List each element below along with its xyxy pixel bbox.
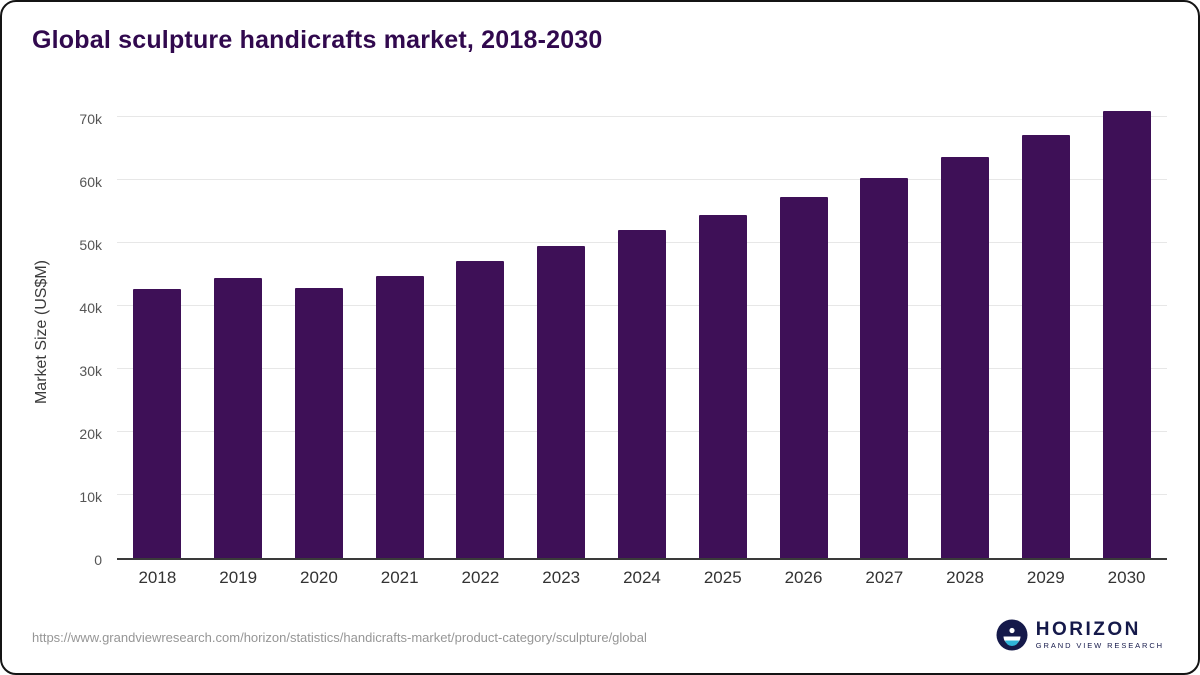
- bar-2026: [779, 197, 828, 558]
- bar-slot: [1005, 102, 1086, 558]
- chart-title: Global sculpture handicrafts market, 201…: [32, 26, 603, 54]
- logo-tagline: GRAND VIEW RESEARCH: [1035, 641, 1164, 651]
- bar-slot: [1086, 102, 1167, 558]
- x-axis-label: 2021: [380, 568, 419, 587]
- bar-2029: [1021, 135, 1070, 558]
- bar-slot: [198, 102, 279, 558]
- bar-series: [117, 102, 1167, 558]
- bar-2022: [456, 261, 505, 558]
- bar-2019: [214, 277, 263, 558]
- brand-logo: HORIZON GRAND VIEW RESEARCH: [996, 619, 1164, 651]
- bar-2030: [1102, 110, 1151, 558]
- y-tick-label: 0: [94, 552, 102, 568]
- bar-slot: [763, 102, 844, 558]
- bar-2021: [375, 275, 424, 558]
- x-axis-label: 2026: [784, 568, 823, 587]
- x-axis-label: 2024: [623, 568, 661, 587]
- x-axis-label: 2020: [300, 568, 338, 587]
- bar-slot: [844, 102, 925, 558]
- logo-name: HORIZON: [1035, 619, 1141, 641]
- x-axis-label: 2029: [1026, 568, 1065, 587]
- y-tick-label: 40k: [79, 300, 102, 316]
- bar-2025: [698, 214, 747, 558]
- x-axis-label: 2019: [219, 568, 258, 587]
- x-axis-labels: 2018 2019 2020 2021 2022 2023 2024 2025 2026 2027…: [117, 568, 1167, 588]
- bar-slot: [521, 102, 602, 558]
- bar-2023: [537, 246, 586, 558]
- horizon-logo-icon: [996, 619, 1028, 651]
- y-tick-label: 70k: [79, 111, 102, 127]
- x-axis-label: 2027: [865, 568, 904, 587]
- gridline: [117, 179, 1167, 180]
- y-tick-label: 20k: [79, 426, 102, 442]
- x-axis-label: 2018: [138, 568, 177, 587]
- x-axis-label: 2023: [542, 568, 581, 587]
- bar-slot: [602, 102, 683, 558]
- bar-2020: [294, 287, 343, 558]
- bar-2024: [617, 230, 666, 558]
- bar-slot: [440, 102, 521, 558]
- plot-area: [117, 102, 1167, 560]
- bar-slot: [279, 102, 360, 558]
- bar-slot: [117, 102, 198, 558]
- logo-text: HORIZON GRAND VIEW RESEARCH: [1036, 620, 1164, 650]
- bar-2027: [860, 178, 909, 558]
- y-tick-label: 50k: [79, 237, 102, 253]
- bar-2018: [133, 289, 182, 558]
- gridline: [117, 116, 1167, 117]
- source-url: https://www.grandviewresearch.com/horizo…: [32, 630, 647, 645]
- bar-slot: [359, 102, 440, 558]
- bar-slot: [925, 102, 1006, 558]
- y-tick-label: 10k: [79, 489, 102, 505]
- x-axis-label: 2030: [1107, 568, 1146, 587]
- x-axis-label: 2022: [461, 568, 500, 587]
- y-tick-label: 30k: [79, 363, 102, 379]
- y-tick-label: 60k: [79, 174, 102, 190]
- y-axis-tick-labels: 0 10k 20k 30k 40k 50k 60k 70k: [2, 102, 102, 568]
- x-axis-label: 2025: [703, 568, 742, 587]
- x-axis-label: 2028: [946, 568, 984, 587]
- bar-2028: [941, 156, 990, 558]
- bar-slot: [682, 102, 763, 558]
